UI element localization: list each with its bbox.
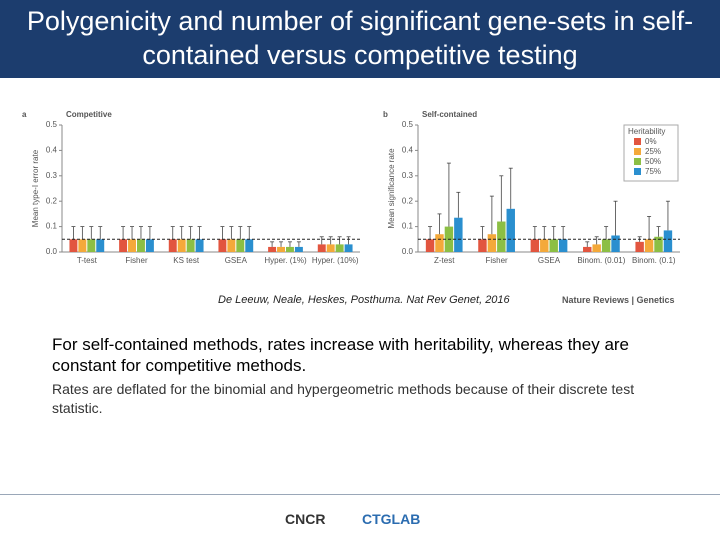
- y-tick-label: 0.1: [46, 222, 58, 231]
- bar: [236, 239, 245, 252]
- bar: [186, 239, 195, 252]
- bar: [286, 246, 294, 252]
- bar: [335, 244, 344, 252]
- y-tick-label: 0.3: [46, 171, 58, 180]
- bar: [635, 241, 644, 252]
- chart-title: Competitive: [66, 110, 112, 119]
- x-tick-label: Fisher: [125, 256, 148, 265]
- x-tick-label: Hyper. (1%): [264, 256, 307, 265]
- bar: [268, 246, 277, 252]
- bar: [128, 239, 136, 252]
- legend-swatch: [634, 158, 641, 165]
- bar: [137, 239, 145, 252]
- bar: [663, 230, 673, 252]
- bar: [145, 239, 154, 252]
- citation: De Leeuw, Neale, Heskes, Posthuma. Nat R…: [218, 294, 510, 306]
- y-tick-label: 0.5: [402, 120, 414, 129]
- y-tick-label: 0.1: [402, 222, 414, 231]
- y-axis-label: Mean significance rate: [387, 148, 396, 229]
- x-tick-label: Fisher: [485, 256, 508, 265]
- slide-title: Polygenicity and number of significant g…: [0, 0, 720, 78]
- bar: [218, 239, 227, 252]
- bar: [177, 239, 186, 252]
- x-tick-label: GSEA: [538, 256, 561, 265]
- source: Nature Reviews | Genetics: [562, 295, 675, 305]
- legend-swatch: [634, 168, 641, 175]
- bar: [592, 244, 601, 252]
- panel-label: b: [383, 110, 388, 119]
- bar: [530, 239, 540, 252]
- legend-label: 50%: [645, 157, 661, 166]
- bar: [611, 235, 620, 252]
- y-tick-label: 0.5: [46, 120, 58, 129]
- bar: [119, 239, 128, 252]
- note-text: Rates are deflated for the binomial and …: [52, 381, 635, 416]
- x-tick-label: GSEA: [225, 256, 248, 265]
- bar: [425, 239, 435, 252]
- bar: [601, 239, 611, 252]
- chart-title: Self-contained: [422, 110, 477, 119]
- bar: [654, 236, 663, 252]
- y-tick-label: 0.4: [46, 146, 58, 155]
- x-tick-label: KS test: [173, 256, 200, 265]
- legend-title: Heritability: [628, 127, 665, 136]
- legend-swatch: [634, 138, 641, 145]
- bar: [506, 208, 515, 252]
- bar: [558, 239, 568, 252]
- bar: [540, 239, 549, 252]
- bar: [478, 239, 487, 252]
- legend-label: 75%: [645, 167, 661, 176]
- bar: [326, 244, 335, 252]
- x-tick-label: T-test: [77, 256, 98, 265]
- y-tick-label: 0.2: [46, 196, 58, 205]
- bar: [344, 244, 353, 252]
- x-tick-label: Z-test: [434, 256, 455, 265]
- bar: [195, 239, 204, 252]
- bar: [454, 217, 463, 252]
- bar: [487, 234, 497, 252]
- y-tick-label: 0.4: [402, 146, 414, 155]
- legend-label: 25%: [645, 147, 661, 156]
- y-tick-label: 0.0: [402, 247, 414, 256]
- y-tick-label: 0.3: [402, 171, 414, 180]
- y-tick-label: 0.0: [46, 247, 58, 256]
- figure: a Competitive Mean type-I error rate 0.0 0.1…: [22, 110, 680, 265]
- bar: [96, 239, 105, 252]
- bar: [227, 239, 236, 252]
- logo: CTGLAB: [362, 511, 421, 527]
- legend-box: [623, 124, 679, 182]
- bar: [168, 239, 177, 252]
- bar: [317, 244, 326, 252]
- bar: [583, 246, 592, 252]
- legend-swatch: [634, 148, 641, 155]
- bar: [245, 239, 254, 252]
- bar: [277, 246, 285, 252]
- logo: CNCR: [285, 511, 326, 527]
- panel-label: a: [22, 110, 27, 119]
- legend-label: 0%: [645, 137, 657, 146]
- body-text: For self-contained methods, rates increa…: [52, 335, 630, 375]
- bar: [78, 239, 87, 252]
- x-tick-label: Binom. (0.01): [577, 256, 625, 265]
- x-tick-label: Hyper. (10%): [312, 256, 359, 265]
- bar: [497, 221, 506, 252]
- bar: [644, 239, 654, 252]
- x-tick-label: Binom. (0.1): [632, 256, 676, 265]
- bar: [294, 246, 303, 252]
- bar: [87, 239, 96, 252]
- y-axis-label: Mean type-I error rate: [31, 149, 40, 227]
- bar: [549, 239, 558, 252]
- footer-rule: [0, 494, 720, 495]
- bar: [435, 234, 444, 252]
- bar: [69, 239, 78, 252]
- y-tick-label: 0.2: [402, 196, 414, 205]
